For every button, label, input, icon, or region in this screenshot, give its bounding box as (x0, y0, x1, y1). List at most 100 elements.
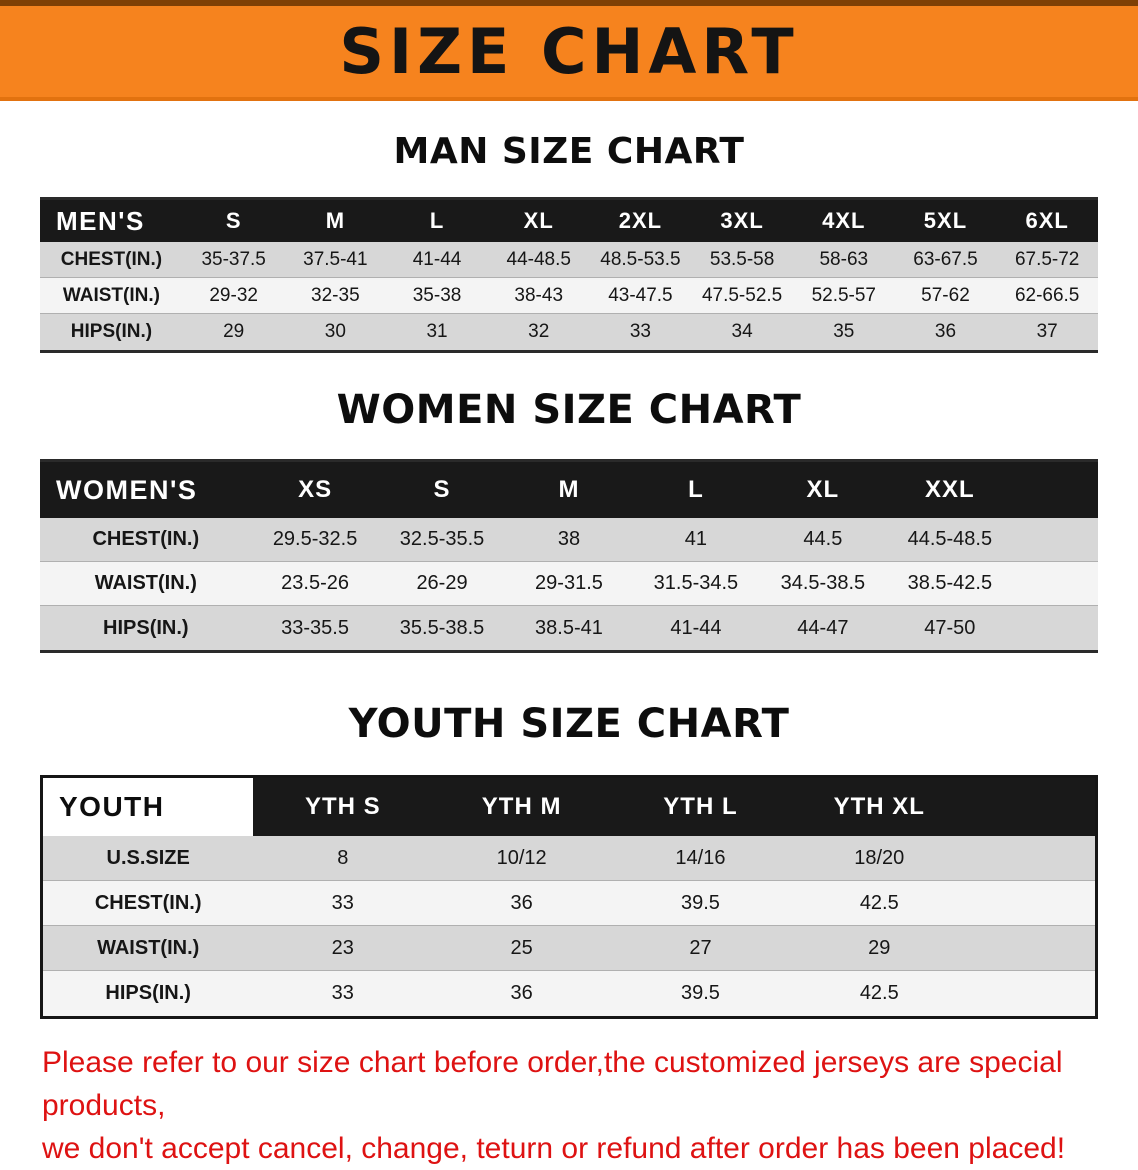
value-cell: 63-67.5 (913, 248, 978, 270)
table-header-row: YOUTH YTH S YTH M YTH L YTH XL (43, 778, 1095, 836)
size-header-cell: 6XL (1025, 208, 1069, 233)
table-row: CHEST(IN.) 35-37.5 37.5-41 41-44 44-48.5 48.5… (40, 242, 1098, 278)
table-row: CHEST(IN.) 29.5-32.5 32.5-35.5 38 41 44.5 44.5… (40, 518, 1098, 562)
value-cell: 44-48.5 (506, 248, 571, 270)
size-header-cell: L (429, 208, 445, 233)
youth-section-heading: YOUTH SIZE CHART (348, 701, 790, 747)
value-cell: 32-35 (311, 284, 360, 306)
row-label-cell: WAIST(IN.) (97, 936, 200, 959)
size-header-cell: 5XL (923, 208, 968, 233)
disclaimer-line-2: we don't accept cancel, change, teturn o… (42, 1132, 1066, 1165)
size-header-cell: 3XL (720, 208, 764, 233)
men-size-table: MEN'S S M L XL 2XL 3XL 4XL 5XL 6XL CHEST(IN.) 35-37… (40, 197, 1098, 353)
value-cell: 48.5-53.5 (600, 248, 681, 270)
row-label-cell: WAIST(IN.) (62, 284, 160, 306)
value-cell: 32.5-35.5 (399, 528, 485, 550)
value-cell: 47-50 (924, 616, 976, 639)
value-cell: 34.5-38.5 (780, 572, 866, 594)
table-row: HIPS(IN.) 33 36 39.5 42.5 (43, 971, 1095, 1016)
value-cell: 29.5-32.5 (272, 528, 358, 550)
value-cell: 31 (426, 321, 448, 342)
value-cell: 36 (934, 321, 957, 342)
size-header-cell: YTH XL (833, 793, 925, 820)
table-row: WAIST(IN.) 29-32 32-35 35-38 38-43 43-47.5 47.… (40, 278, 1098, 314)
men-section-heading: MAN SIZE CHART (393, 131, 745, 172)
value-cell: 33-35.5 (281, 616, 349, 639)
size-header-cell: M (558, 476, 580, 503)
size-header-cell: 4XL (822, 208, 866, 233)
value-cell: 29 (223, 321, 245, 342)
size-header-cell: S (225, 208, 242, 233)
size-header-cell: L (688, 476, 704, 503)
row-label-cell: WAIST(IN.) (94, 572, 197, 594)
table-title-cell: YOUTH (43, 778, 254, 836)
row-label-cell: HIPS(IN.) (70, 321, 153, 342)
size-header-cell: M (325, 208, 346, 233)
youth-size-table: YOUTH YTH S YTH M YTH L YTH XL U.S.SIZE 8 10/12… (40, 775, 1098, 1019)
value-cell: 39.5 (680, 982, 720, 1004)
value-cell: 47.5-52.5 (701, 284, 783, 306)
value-cell: 39.5 (680, 891, 720, 914)
value-cell: 31.5-34.5 (653, 572, 739, 594)
value-cell: 53.5-58 (709, 248, 775, 270)
row-label-cell: CHEST(IN.) (92, 528, 200, 550)
disclaimer-line-1: Please refer to our size chart before or… (42, 1046, 1063, 1122)
table-row: HIPS(IN.) 33-35.5 35.5-38.5 38.5-41 41-44 44-… (40, 606, 1098, 650)
value-cell: 32 (528, 321, 550, 342)
size-header-cell: XXL (924, 476, 975, 503)
value-cell: 34 (731, 321, 753, 342)
row-label-cell: HIPS(IN.) (103, 616, 189, 639)
value-cell: 42.5 (859, 982, 899, 1004)
value-cell: 44.5-48.5 (907, 528, 993, 550)
table-title-cell: WOMEN'S (56, 474, 198, 505)
value-cell: 57-62 (921, 284, 970, 306)
value-cell: 36 (510, 891, 533, 914)
table-row: HIPS(IN.) 29 30 31 32 33 34 35 36 37 (40, 314, 1098, 350)
size-header-cell: YTH L (663, 793, 738, 820)
size-header-cell: XL (806, 476, 840, 503)
value-cell: 41 (684, 528, 708, 550)
size-header-cell: XL (523, 208, 554, 233)
size-header-cell: S (433, 476, 451, 503)
value-cell: 62-66.5 (1014, 284, 1080, 306)
table-title-cell: MEN'S (56, 205, 145, 236)
value-cell: 38 (557, 528, 581, 550)
value-cell: 27 (689, 936, 712, 959)
size-header-cell: YTH S (304, 793, 381, 820)
value-cell: 33 (629, 321, 651, 342)
value-cell: 44-47 (797, 616, 849, 639)
value-cell: 23 (331, 936, 354, 959)
value-cell: 38-43 (514, 284, 564, 306)
value-cell: 14/16 (675, 846, 726, 869)
value-cell: 33 (331, 891, 354, 914)
value-cell: 37 (1036, 321, 1058, 342)
value-cell: 23.5-26 (281, 572, 349, 594)
row-label-cell: CHEST(IN.) (94, 891, 202, 914)
row-label-cell: CHEST(IN.) (60, 248, 163, 270)
women-size-table: WOMEN'S XS S M L XL XXL CHEST(IN.) 29.5-32.5 32.5… (40, 459, 1098, 653)
value-cell: 42.5 (859, 891, 899, 914)
value-cell: 8 (337, 846, 349, 869)
table-header-row: WOMEN'S XS S M L XL XXL (40, 462, 1098, 518)
value-cell: 58-63 (819, 248, 869, 270)
value-cell: 10/12 (496, 846, 547, 869)
size-header-cell: 2XL (618, 208, 663, 233)
size-header-cell: YTH M (481, 793, 562, 820)
value-cell: 18/20 (854, 846, 905, 869)
table-header-row: MEN'S S M L XL 2XL 3XL 4XL 5XL 6XL (40, 200, 1098, 242)
value-cell: 36 (510, 982, 533, 1004)
value-cell: 35-38 (412, 284, 462, 306)
value-cell: 29-31.5 (535, 572, 603, 594)
value-cell: 38.5-41 (535, 616, 603, 639)
table-row: CHEST(IN.) 33 36 39.5 42.5 (43, 881, 1095, 926)
value-cell: 29 (868, 936, 891, 959)
value-cell: 52.5-57 (811, 284, 877, 306)
value-cell: 41-44 (670, 616, 722, 639)
value-cell: 29-32 (209, 284, 258, 306)
women-section: WOMEN SIZE CHART WOMEN'S XS S M L XL XXL CHEST(… (0, 387, 1138, 653)
banner: SIZE CHART (0, 0, 1138, 101)
size-header-cell: XS (298, 476, 333, 503)
page-title: SIZE CHART (339, 15, 799, 88)
row-label-cell: U.S.SIZE (106, 846, 190, 869)
